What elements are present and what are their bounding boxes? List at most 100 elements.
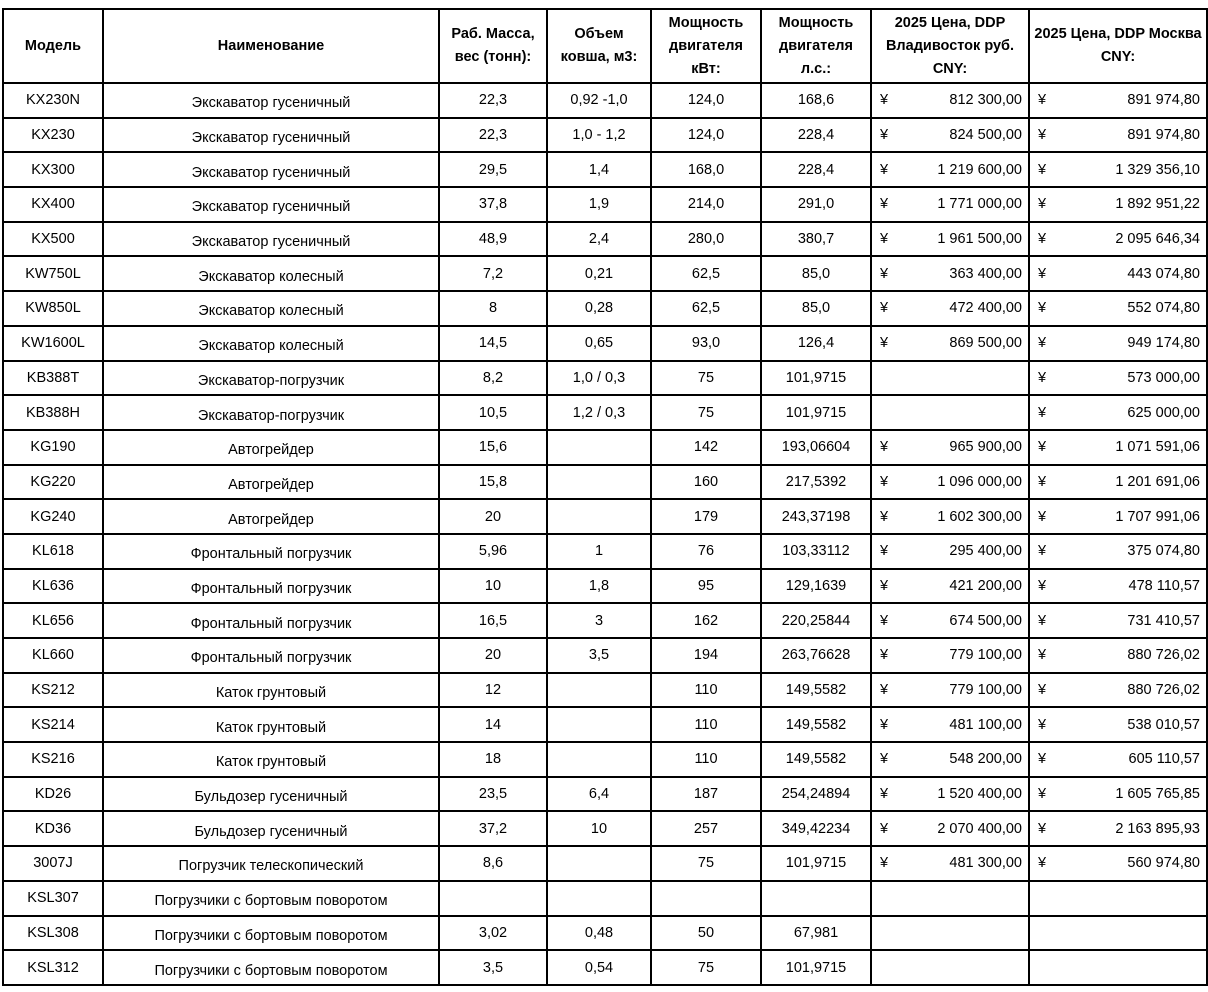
currency-symbol: ¥ — [1038, 335, 1047, 352]
cell-bucket: 10 — [546, 810, 652, 848]
price-value: 779 100,00 — [949, 682, 1022, 699]
currency-symbol: ¥ — [880, 577, 889, 594]
cell-weight: 37,8 — [438, 186, 548, 223]
cell-model: KB388T — [2, 359, 104, 397]
cell-power-kw: 50 — [650, 914, 762, 952]
cell-power-kw — [650, 879, 762, 917]
cell-power-hp: 129,1639 — [760, 567, 872, 605]
cell-price-vladivostok: ¥779 100,00 — [870, 637, 1030, 674]
price-value: 812 300,00 — [949, 92, 1022, 109]
price-value: 1 520 400,00 — [937, 786, 1022, 803]
cell-name: Каток грунтовый — [102, 706, 440, 744]
cell-bucket: 2,4 — [546, 220, 652, 258]
cell-name: Экскаватор гусеничный — [102, 116, 440, 154]
currency-symbol: ¥ — [880, 473, 889, 490]
currency-symbol: ¥ — [1038, 577, 1047, 594]
currency-symbol: ¥ — [1038, 196, 1047, 213]
cell-power-hp: 103,33112 — [760, 532, 872, 570]
cell-price-vladivostok: ¥1 961 500,00 — [870, 220, 1030, 258]
table-row: KG190 Автогрейдер 15,6 142 193,06604 ¥965 900… — [2, 428, 1208, 466]
cell-power-kw: 257 — [650, 810, 762, 848]
cell-weight: 22,3 — [438, 116, 548, 154]
cell-weight: 14 — [438, 706, 548, 744]
currency-symbol: ¥ — [1038, 404, 1047, 421]
cell-model: KL618 — [2, 532, 104, 570]
cell-bucket: 6,4 — [546, 775, 652, 813]
cell-power-hp: 220,25844 — [760, 602, 872, 639]
cell-bucket — [546, 706, 652, 744]
table-row: KSL312 Погрузчики с бортовым поворотом 3,5… — [2, 949, 1208, 986]
cell-weight: 48,9 — [438, 220, 548, 258]
cell-model: KX500 — [2, 220, 104, 258]
cell-power-kw: 124,0 — [650, 116, 762, 154]
cell-power-hp: 263,76628 — [760, 637, 872, 674]
cell-power-hp: 67,981 — [760, 914, 872, 952]
cell-model: KG220 — [2, 463, 104, 501]
currency-symbol: ¥ — [880, 196, 889, 213]
cell-name: Экскаватор гусеничный — [102, 151, 440, 189]
cell-weight: 8,2 — [438, 359, 548, 397]
currency-symbol: ¥ — [1038, 786, 1047, 803]
currency-symbol: ¥ — [1038, 820, 1047, 837]
currency-symbol: ¥ — [1038, 543, 1047, 560]
cell-price-vladivostok: ¥1 520 400,00 — [870, 775, 1030, 813]
cell-weight: 5,96 — [438, 532, 548, 570]
table-row: KX500 Экскаватор гусеничный 48,9 2,4 280,0 38… — [2, 220, 1208, 258]
cell-weight: 15,8 — [438, 463, 548, 501]
cell-power-kw: 162 — [650, 602, 762, 639]
header-price-moscow: 2025 Цена, DDP Москва CNY: — [1028, 8, 1208, 84]
table-row: KL618 Фронтальный погрузчик 5,96 1 76 103,331… — [2, 532, 1208, 570]
cell-power-hp: 349,42234 — [760, 810, 872, 848]
currency-symbol: ¥ — [880, 716, 889, 733]
currency-symbol: ¥ — [1038, 265, 1047, 282]
cell-weight: 18 — [438, 741, 548, 778]
cell-bucket — [546, 463, 652, 501]
cell-power-hp: 228,4 — [760, 151, 872, 189]
currency-symbol: ¥ — [880, 335, 889, 352]
cell-weight: 15,6 — [438, 428, 548, 466]
cell-price-moscow: ¥891 974,80 — [1028, 82, 1208, 119]
cell-model: KL636 — [2, 567, 104, 605]
price-value: 869 500,00 — [949, 335, 1022, 352]
currency-symbol: ¥ — [880, 682, 889, 699]
cell-price-vladivostok: ¥812 300,00 — [870, 82, 1030, 119]
cell-name: Фронтальный погрузчик — [102, 637, 440, 674]
header-bucket: Объем ковша, м3: — [546, 8, 652, 84]
table-row: 3007J Погрузчик телескопический 8,6 75 101,9… — [2, 845, 1208, 882]
cell-price-moscow: ¥880 726,02 — [1028, 671, 1208, 709]
currency-symbol: ¥ — [1038, 369, 1047, 386]
cell-name: Экскаватор колесный — [102, 290, 440, 327]
cell-power-kw: 75 — [650, 949, 762, 986]
price-value: 1 329 356,10 — [1115, 161, 1200, 178]
cell-weight: 29,5 — [438, 151, 548, 189]
cell-model: KD36 — [2, 810, 104, 848]
cell-power-hp: 101,9715 — [760, 394, 872, 431]
cell-price-moscow: ¥880 726,02 — [1028, 637, 1208, 674]
cell-model: KG240 — [2, 498, 104, 535]
currency-symbol: ¥ — [1038, 161, 1047, 178]
cell-model: KX300 — [2, 151, 104, 189]
header-model: Модель — [2, 8, 104, 84]
table-row: KL636 Фронтальный погрузчик 10 1,8 95 129,163… — [2, 567, 1208, 605]
cell-bucket — [546, 498, 652, 535]
cell-power-hp: 101,9715 — [760, 359, 872, 397]
cell-name: Погрузчики с бортовым поворотом — [102, 949, 440, 986]
cell-price-moscow: ¥605 110,57 — [1028, 741, 1208, 778]
price-value: 949 174,80 — [1127, 335, 1200, 352]
cell-name: Каток грунтовый — [102, 741, 440, 778]
table-row: KW1600L Экскаватор колесный 14,5 0,65 93,0 12… — [2, 324, 1208, 362]
table-row: KSL307 Погрузчики с бортовым поворотом — [2, 879, 1208, 917]
cell-price-vladivostok: ¥1 096 000,00 — [870, 463, 1030, 501]
cell-price-vladivostok: ¥674 500,00 — [870, 602, 1030, 639]
currency-symbol: ¥ — [1038, 439, 1047, 456]
cell-name: Экскаватор колесный — [102, 255, 440, 293]
price-value: 1 219 600,00 — [937, 161, 1022, 178]
cell-model: KL660 — [2, 637, 104, 674]
cell-price-moscow: ¥625 000,00 — [1028, 394, 1208, 431]
cell-weight: 20 — [438, 637, 548, 674]
cell-price-moscow — [1028, 949, 1208, 986]
table-row: KS212 Каток грунтовый 12 110 149,5582 ¥779 10… — [2, 671, 1208, 709]
cell-model: KS214 — [2, 706, 104, 744]
cell-power-kw: 187 — [650, 775, 762, 813]
table-row: KS214 Каток грунтовый 14 110 149,5582 ¥481 10… — [2, 706, 1208, 744]
